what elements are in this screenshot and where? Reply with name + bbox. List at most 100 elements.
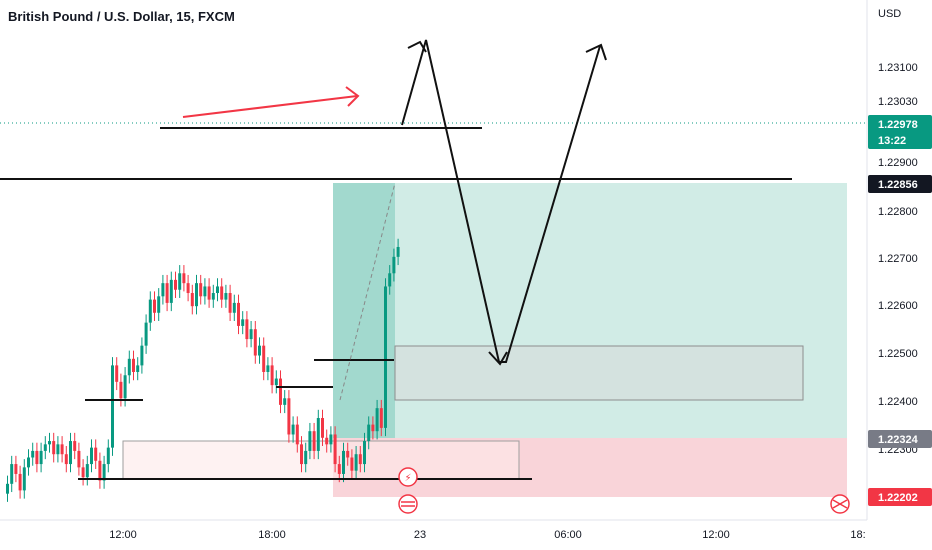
candle-body: [211, 293, 215, 300]
candle-body: [329, 434, 333, 445]
candle-body: [14, 464, 18, 474]
xtick: 06:00: [554, 529, 582, 541]
ytick: 1.22400: [878, 396, 918, 408]
candle-body: [31, 450, 35, 458]
candle-body: [153, 299, 156, 313]
candle-body: [52, 441, 56, 455]
candle-body: [123, 375, 127, 399]
event-icon-flag[interactable]: [398, 494, 418, 514]
candle-body: [333, 434, 337, 465]
candle-body: [283, 398, 287, 405]
candle-body: [274, 378, 278, 386]
candle-body: [161, 283, 165, 297]
supply-box[interactable]: [394, 345, 804, 401]
candle-body: [98, 460, 102, 481]
candle-body: [144, 322, 148, 346]
svg-text:1.22202: 1.22202: [878, 492, 918, 504]
candle-body: [165, 283, 169, 303]
xtick: 12:00: [702, 529, 730, 541]
candle-body: [358, 454, 362, 465]
projection-path[interactable]: [401, 39, 607, 366]
candle-body: [56, 444, 60, 455]
candle-body: [115, 365, 119, 382]
candle-body: [241, 319, 245, 326]
candle-body: [300, 444, 303, 465]
candle-body: [295, 424, 299, 445]
ytick: 1.22700: [878, 253, 918, 265]
candle-body: [140, 345, 144, 366]
candle-body: [325, 437, 329, 445]
stop-price-tag: 1.22202: [868, 488, 932, 506]
x-axis: 12:00 18:00 23 06:00 12:00 18:: [109, 529, 865, 541]
candle-body: [186, 283, 190, 294]
candle-body: [102, 464, 106, 481]
last-price-tag: 1.22978 13:22: [868, 115, 932, 149]
candle-body: [148, 299, 152, 323]
xtick: 23: [414, 529, 426, 541]
candle-body: [111, 365, 114, 448]
ytick: 1.23100: [878, 62, 918, 74]
ytick: 1.22800: [878, 206, 918, 218]
currency-label: USD: [878, 8, 902, 20]
candle-body: [371, 424, 375, 432]
candle-body: [262, 345, 266, 372]
candle-body: [48, 441, 51, 445]
candle-body: [388, 273, 392, 287]
level-tag-upper: 1.22856: [868, 175, 932, 193]
ytick: 1.23030: [878, 96, 918, 108]
candle-body: [132, 358, 135, 372]
candle-body: [342, 450, 345, 474]
candle-body: [224, 293, 228, 300]
candle-body: [270, 365, 274, 386]
svg-text:1.22978: 1.22978: [878, 119, 918, 131]
candle-body: [182, 273, 186, 284]
ytick: 1.22900: [878, 157, 918, 169]
candle-body: [190, 293, 194, 307]
chart-title: British Pound / U.S. Dollar, 15, FXCM: [8, 9, 235, 24]
candle-body: [354, 454, 358, 471]
candle-body: [199, 283, 203, 297]
svg-text:13:22: 13:22: [878, 135, 906, 147]
candle-body: [379, 408, 383, 428]
candle-body: [157, 296, 161, 313]
svg-text:⚡: ⚡: [404, 473, 411, 484]
candle-body: [195, 283, 198, 307]
candle-body: [346, 450, 350, 458]
candle-body: [73, 441, 77, 451]
candle-body: [178, 273, 182, 290]
candle-body: [266, 365, 270, 372]
candle-body: [367, 424, 371, 442]
candle-body: [220, 286, 224, 300]
target-zone[interactable]: [333, 183, 847, 438]
event-icon-flag-right[interactable]: [830, 494, 850, 514]
candle-body: [43, 444, 47, 451]
candle-body: [237, 302, 240, 326]
candle-body: [228, 293, 232, 313]
candle-body: [39, 450, 43, 465]
event-icon-flash[interactable]: ⚡: [398, 467, 418, 487]
candle-body: [174, 279, 177, 290]
candle-body: [350, 457, 354, 471]
candle-body: [81, 467, 85, 478]
candle-body: [60, 444, 64, 455]
candle-body: [77, 450, 81, 468]
candle-body: [253, 329, 257, 356]
red-arrow[interactable]: [182, 86, 360, 118]
candle-body: [127, 358, 131, 376]
candle-body: [396, 246, 400, 257]
candle-body: [136, 365, 140, 372]
candle-body: [64, 454, 68, 465]
candle-body: [279, 378, 282, 405]
xtick: 18:: [850, 529, 865, 541]
ytick: 1.22600: [878, 300, 918, 312]
candle-body: [216, 286, 219, 294]
candle-body: [375, 408, 379, 432]
candle-body: [6, 483, 9, 494]
ytick: 1.22500: [878, 348, 918, 360]
candle-body: [245, 319, 249, 340]
candle-body: [232, 302, 236, 313]
xtick: 18:00: [258, 529, 286, 541]
candle-body: [384, 286, 387, 428]
demand-box[interactable]: [122, 440, 520, 480]
